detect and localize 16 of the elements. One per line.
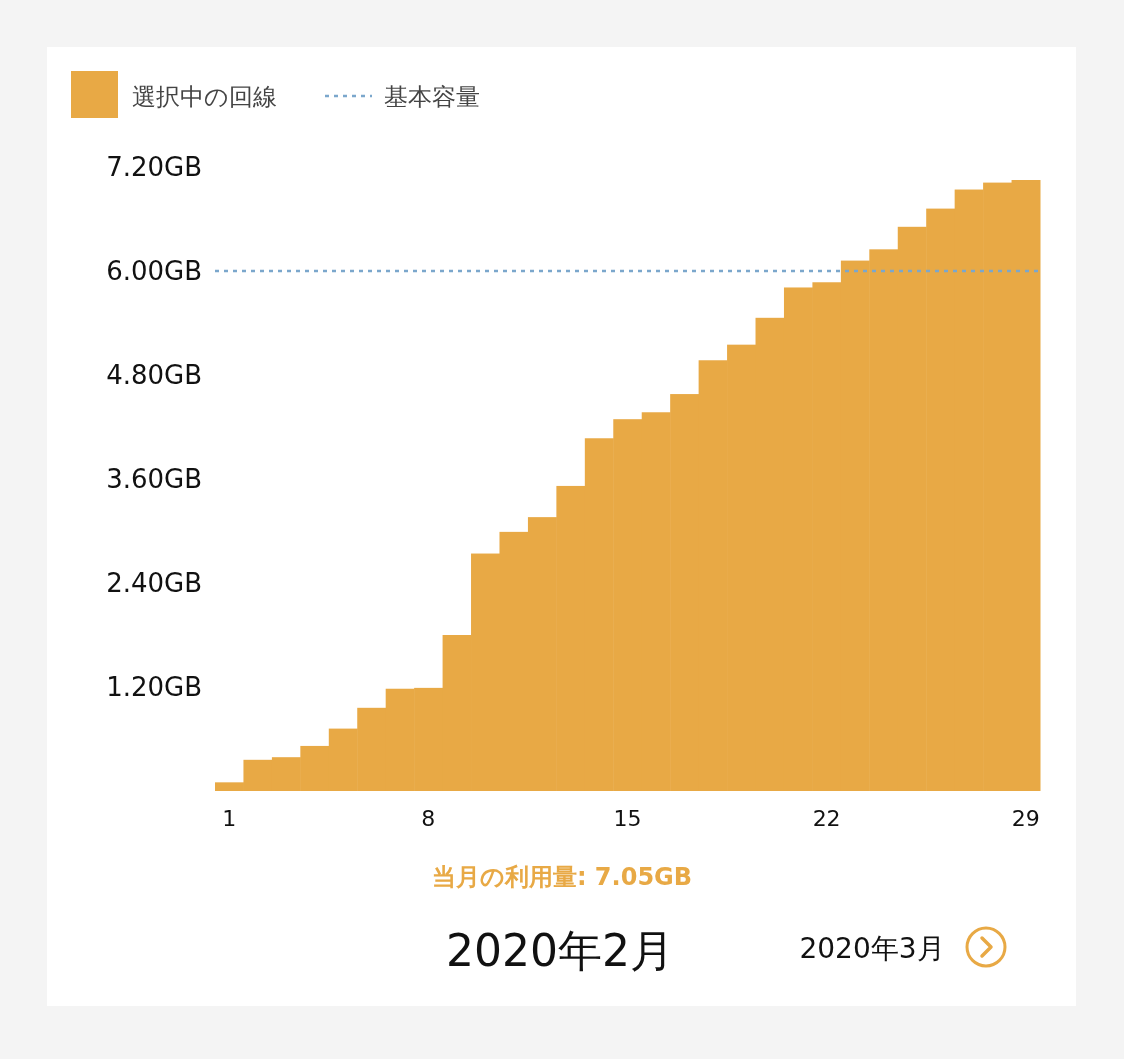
- y-tick-label: 7.20GB: [106, 152, 202, 183]
- y-tick-label: 6.00GB: [106, 256, 202, 287]
- y-tick-label: 2.40GB: [106, 568, 202, 599]
- x-tick-label: 29: [1011, 806, 1040, 831]
- legend-label: 選択中の回線: [132, 83, 277, 111]
- text: 当月の利用量: 7.05GB: [431, 863, 693, 891]
- x-tick-label: 8: [421, 806, 436, 831]
- x-tick-label: 15: [613, 806, 642, 831]
- y-tick-label: 1.20GB: [106, 672, 202, 703]
- text: 2020年2月: [446, 925, 674, 976]
- x-tick-label: 1: [222, 806, 237, 831]
- text: 2020年3月: [799, 932, 945, 965]
- y-tick-label: 3.60GB: [106, 464, 202, 495]
- y-tick-label: 4.80GB: [106, 360, 202, 391]
- x-tick-label: 22: [812, 806, 841, 831]
- legend-label: 基本容量: [384, 83, 480, 111]
